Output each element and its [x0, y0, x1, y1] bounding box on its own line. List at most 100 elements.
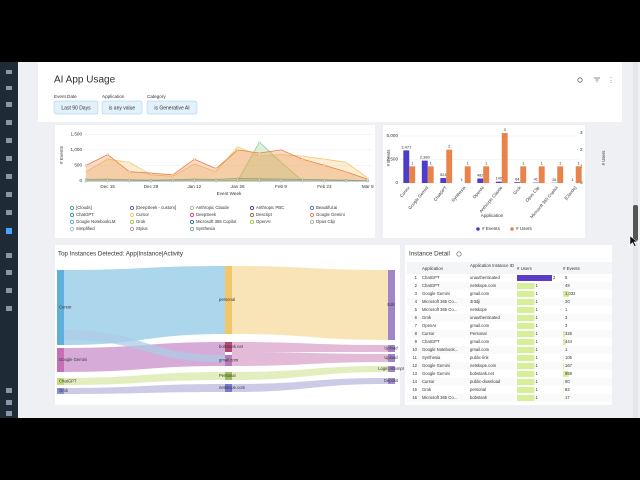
sankey-node[interactable]	[57, 378, 64, 385]
sankey-flow	[64, 384, 225, 394]
nav-icon[interactable]	[6, 388, 12, 393]
row-stripe	[407, 394, 612, 402]
nav-icon[interactable]	[6, 86, 12, 90]
bar-value-label: 2	[448, 144, 451, 149]
legend-label: Google Gemini	[316, 212, 345, 217]
area-point	[236, 145, 239, 148]
sankey-node-label: Deposit	[384, 378, 399, 383]
filter-chip[interactable]	[101, 100, 143, 115]
cell-users: 1	[536, 331, 539, 336]
nav-icon[interactable]	[6, 156, 12, 161]
sankey-node[interactable]	[225, 384, 232, 392]
legend-swatch	[249, 219, 255, 225]
cell-events: 82	[565, 387, 570, 392]
sankey-node[interactable]	[225, 355, 232, 366]
cell-application: Grok	[422, 387, 432, 392]
info-icon	[456, 251, 462, 257]
cell-users: 1	[536, 371, 539, 376]
sankey-flow	[64, 342, 225, 372]
nav-icon[interactable]	[6, 120, 12, 125]
cell-users: 1	[536, 291, 539, 296]
row-index: 6	[415, 315, 418, 320]
cell-users: 1	[536, 299, 539, 304]
area-point	[106, 153, 109, 156]
nav-icon[interactable]	[6, 270, 12, 275]
nav-icon[interactable]	[6, 400, 12, 405]
area-point	[84, 164, 88, 167]
area-point	[149, 179, 153, 183]
cell-instance: gmail.com	[470, 323, 490, 328]
sankey-node-label: Upload	[384, 346, 398, 351]
nav-icon[interactable]	[6, 288, 12, 293]
legend-swatch	[189, 219, 195, 225]
row-index: 10	[412, 347, 417, 352]
sankey-node[interactable]	[388, 378, 395, 384]
area-point	[323, 179, 326, 183]
sankey-node[interactable]	[57, 270, 64, 345]
cell-instance: personal	[470, 387, 486, 392]
bar	[427, 166, 434, 183]
area-point	[279, 153, 283, 156]
legend-swatch	[129, 226, 135, 232]
cell-application: OpenAI	[422, 323, 436, 328]
cell-instance: netskope.com	[470, 283, 497, 288]
nav-icon[interactable]	[6, 102, 12, 107]
y2-tick-label: 1	[580, 164, 583, 169]
column-header: Application Instance ID	[470, 263, 514, 268]
bar-value-label: 3,471	[401, 144, 412, 149]
users-bar	[517, 355, 535, 361]
legend-swatch	[510, 227, 514, 231]
legend-label: Stylus	[136, 226, 148, 231]
area-point	[128, 179, 131, 183]
users-bar	[517, 275, 552, 281]
cell-instance: 3r3dji	[470, 299, 480, 304]
sankey-node[interactable]	[388, 354, 395, 362]
nav-icon[interactable]	[6, 174, 12, 179]
legend-swatch	[129, 212, 135, 218]
cell-application: Cursor	[422, 379, 435, 384]
legend-swatch	[69, 226, 75, 232]
sankey-node[interactable]	[57, 388, 64, 394]
events-bar	[563, 371, 569, 377]
y-tick-label: 1,500	[71, 132, 83, 137]
area-point	[236, 179, 239, 183]
nav-icon[interactable]	[6, 411, 12, 416]
sankey-node[interactable]	[225, 372, 232, 380]
y-tick-label: 2,500	[387, 157, 399, 162]
area-point	[279, 179, 283, 183]
area-fill	[86, 149, 368, 181]
refresh-icon[interactable]	[577, 77, 583, 83]
row-index: 1	[415, 275, 418, 280]
area-point	[344, 170, 348, 173]
filter-chip[interactable]	[53, 100, 99, 115]
legend-label: [DeepSeek - custom]	[136, 205, 176, 210]
sankey-node-label: ChatGPT	[59, 379, 77, 384]
scrollbar-thumb[interactable]	[633, 205, 638, 241]
sankey-node-label: netskope.com	[219, 385, 246, 390]
area-point	[279, 161, 283, 164]
sankey-node[interactable]	[388, 366, 395, 372]
legend-swatch	[249, 212, 255, 218]
nav-icon[interactable]	[6, 210, 12, 215]
nav-icon[interactable]	[6, 253, 12, 258]
nav-icon[interactable]	[6, 192, 12, 197]
nav-icon[interactable]	[6, 138, 12, 143]
filter-icon[interactable]	[594, 77, 600, 83]
sankey-node[interactable]	[57, 348, 64, 372]
filter-chip[interactable]	[146, 100, 198, 115]
nav-icon[interactable]	[6, 70, 12, 74]
sankey-node[interactable]	[388, 270, 395, 340]
cell-instance: netskope	[470, 307, 488, 312]
sankey-node[interactable]	[225, 342, 232, 352]
sankey-node[interactable]	[388, 345, 395, 352]
nav-icon-active[interactable]	[6, 228, 12, 234]
events-bar	[563, 339, 566, 345]
sankey-node[interactable]	[225, 266, 232, 334]
legend-label: Anthropic PBC	[256, 205, 284, 210]
nav-icon[interactable]	[6, 306, 12, 311]
sidebar	[0, 62, 18, 418]
cell-events: 959	[565, 371, 573, 376]
x-axis-title: Application	[481, 213, 504, 218]
filter-value: is Generative AI	[154, 105, 189, 111]
